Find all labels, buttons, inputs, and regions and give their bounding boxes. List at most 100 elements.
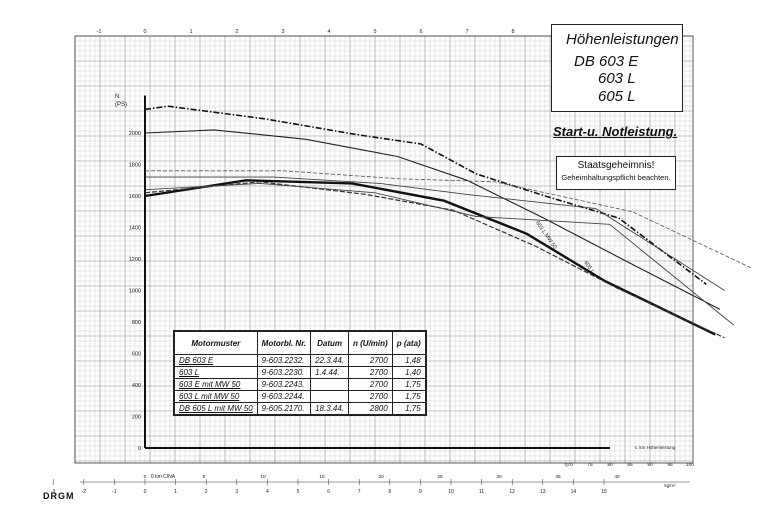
top-tick-label: -1 [97, 29, 102, 35]
table-cell: 2700 [348, 366, 393, 379]
table-cell [310, 378, 350, 391]
scale2-tick-label: 10 [260, 474, 266, 480]
table-cell: 9-603.2232. [256, 354, 312, 367]
table-cell: 9-605.2170. [256, 402, 312, 416]
scale3-tick-label: 85 [627, 462, 633, 468]
y-tick-label: 0 [138, 446, 141, 452]
top-tick-label: 4 [327, 29, 330, 35]
series-line [145, 170, 753, 269]
y-tick-label: 200 [132, 415, 141, 421]
table-cell: 2800 [348, 402, 393, 416]
bottom-tick-label: -3 [51, 489, 56, 495]
bottom-tick-label: 15 [601, 489, 607, 495]
top-tick-label: 1 [189, 29, 192, 35]
legend-header: p (ata) [391, 330, 427, 355]
y-tick-label: 1600 [129, 194, 141, 200]
scale2-tick-label: 20 [378, 474, 384, 480]
bottom-tick-label: 4 [266, 489, 269, 495]
table-cell: 603 L [173, 366, 258, 379]
title-line-1: Höhenleistungen [566, 31, 679, 48]
scale2-tick-label: 30 [496, 474, 502, 480]
y-axis-label: (PS) [115, 102, 127, 108]
bottom-note: s. km Höhenleistung [635, 445, 676, 450]
scale2-tick-label: 0 [144, 474, 147, 480]
scale2-label: kg/m² [664, 483, 676, 488]
table-cell: 9-603.2230. [256, 366, 312, 379]
secret-line-2: Geheimhaltungspflicht beachten. [561, 173, 671, 182]
bottom-tick-label: 1 [174, 489, 177, 495]
legend-header: Motormuster [173, 330, 258, 355]
top-tick-label: 8 [511, 29, 514, 35]
bottom-tick-label: 9 [419, 489, 422, 495]
bottom-tick-label: 3 [235, 489, 238, 495]
table-cell: 2700 [348, 390, 393, 403]
bottom-tick-label: 2 [205, 489, 208, 495]
top-tick-label: 0 [143, 29, 146, 35]
table-cell: 1,75 [391, 390, 427, 403]
stamp-text: DRGM [43, 491, 75, 501]
bottom-tick-label: 8 [388, 489, 391, 495]
series-line [144, 182, 735, 326]
scale2-tick-label: 25 [437, 474, 443, 480]
table-cell: 1.4.44. [310, 366, 350, 379]
legend-table: Motormuster Motorbl. Nr. Datum n (U/min)… [173, 330, 427, 416]
scale3-tick-label: 80 [607, 462, 613, 468]
scale2-tick-label: 5 [203, 474, 206, 480]
y-tick-label: 1800 [129, 163, 141, 169]
table-cell: 603 E mit MW 50 [173, 378, 258, 391]
scale3-tick-label: 90 [647, 462, 653, 468]
title-block: Höhenleistungen DB 603 E 603 L 605 L [551, 24, 683, 112]
scale3-tick-label: 75 [587, 462, 593, 468]
bottom-tick-label: 13 [540, 489, 546, 495]
table-cell [310, 390, 350, 403]
table-row: DB 603 E 9-603.2232. 22.3.44. 2700 1,48 [173, 354, 427, 367]
bottom-tick-label: 7 [358, 489, 361, 495]
plot-frame [74, 35, 694, 464]
legend-header: Motorbl. Nr. [256, 330, 312, 355]
y-tick-label: 600 [132, 352, 141, 358]
table-cell: 22.3.44. [310, 354, 350, 367]
table-cell: 1,48 [391, 354, 427, 367]
table-cell: 9-603.2243. [256, 378, 312, 391]
title-line-3: 603 L [598, 70, 636, 87]
series-line [144, 129, 721, 310]
subtitle: Start-u. Notleistung. [553, 124, 678, 139]
table-cell: 9-603.2244. [256, 390, 312, 403]
title-line-2: DB 603 E [574, 53, 639, 70]
table-cell: DB 605 L mit MW 50 [173, 402, 258, 416]
table-cell: 2700 [348, 378, 393, 391]
scale2-tick-label: 40 [614, 474, 620, 480]
bottom-tick-label: 5 [297, 489, 300, 495]
bottom-tick-label: 14 [571, 489, 577, 495]
y-tick-label: 1200 [129, 257, 141, 263]
table-cell: 1,75 [391, 402, 427, 416]
y-tick-label: 2000 [129, 131, 141, 137]
y-axis-label: N [115, 94, 119, 100]
bottom-tick-label: 12 [509, 489, 515, 495]
secret-notice: Staatsgeheimnis! Geheimhaltungspflicht b… [556, 156, 676, 190]
bottom-tick-label: 11 [479, 489, 484, 495]
scale3-tick-label: 70 [567, 462, 573, 468]
series-line [144, 105, 707, 285]
table-row: DB 605 L mit MW 50 9-605.2170. 18.3.44. … [173, 402, 427, 416]
y-tick-label: 1400 [129, 226, 141, 232]
bottom-tick-label: 10 [448, 489, 454, 495]
table-cell: 603 L mit MW 50 [173, 390, 258, 403]
bottom-scale-label: 0 km CINA [151, 474, 176, 480]
title-line-4: 605 L [598, 88, 636, 105]
table-cell: 18.3.44. [310, 402, 350, 416]
table-row: 603 L mit MW 50 9-603.2244. 2700 1,75 [173, 390, 427, 403]
y-tick-label: 1000 [129, 289, 141, 295]
table-cell: DB 603 E [173, 354, 258, 367]
table-cell: 2700 [348, 354, 393, 367]
table-cell: 1,75 [391, 378, 427, 391]
top-tick-label: 6 [419, 29, 422, 35]
top-tick-label: 7 [465, 29, 468, 35]
top-tick-label: 3 [281, 29, 284, 35]
scale3-label: η [564, 462, 567, 468]
secret-line-1: Staatsgeheimnis! [577, 160, 655, 171]
bottom-tick-label: 6 [327, 489, 330, 495]
y-tick-label: 800 [132, 320, 141, 326]
scale2-tick-label: 35 [555, 474, 561, 480]
series-line [145, 176, 725, 291]
